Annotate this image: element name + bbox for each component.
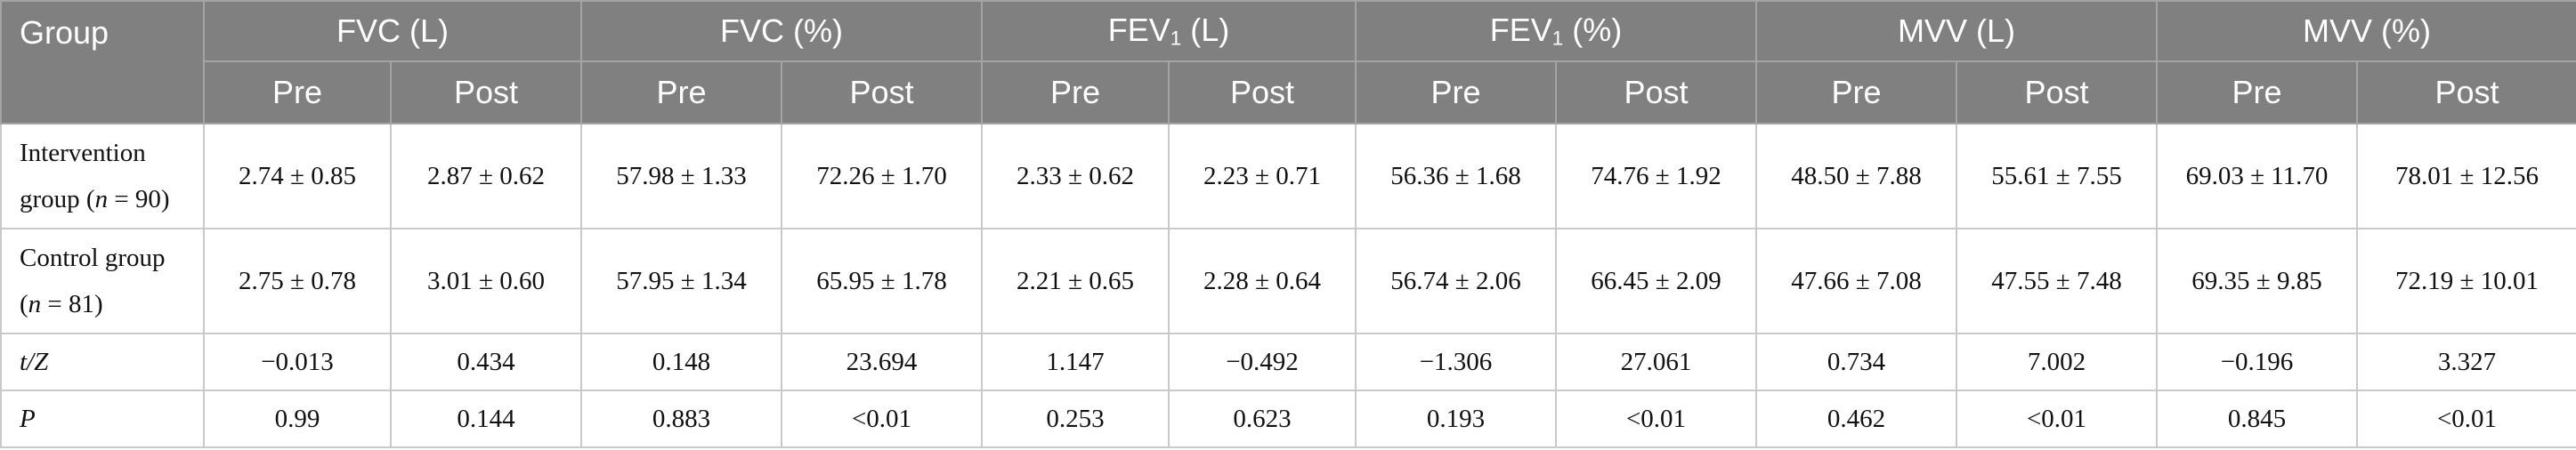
table-cell: <0.01: [2356, 390, 2576, 448]
table-cell: <0.01: [1955, 390, 2159, 448]
table-row-control: Control group (n = 81) 2.75 ± 0.78 3.01 ±…: [0, 228, 2576, 334]
measure-header-fvc-l: FVC (L): [203, 0, 582, 62]
header-row-timepoints: Pre Post Pre Post Pre Post Pre Post Pre …: [1, 60, 2576, 125]
table-cell: −1.306: [1355, 333, 1557, 391]
table-cell: 2.23 ± 0.71: [1168, 123, 1357, 229]
table-cell: 72.26 ± 1.70: [781, 123, 983, 229]
table-cell: 0.144: [390, 390, 582, 448]
post-header: Post: [1555, 60, 1757, 125]
table-cell: 0.462: [1755, 390, 1957, 448]
table-cell: 57.95 ± 1.34: [580, 228, 782, 334]
pre-header: Pre: [203, 60, 392, 125]
row-label-tz: t/Z: [0, 333, 205, 391]
post-header: Post: [781, 60, 983, 125]
table-row-intervention: Intervention group (n = 90) 2.74 ± 0.85 2…: [0, 123, 2576, 229]
table-cell: 57.98 ± 1.33: [580, 123, 782, 229]
table-row-p: P 0.99 0.144 0.883 <0.01 0.253 0.623 0.1…: [0, 390, 2576, 448]
table-cell: 2.28 ± 0.64: [1168, 228, 1357, 334]
table-cell: 66.45 ± 2.09: [1555, 228, 1757, 334]
pre-header: Pre: [981, 60, 1170, 125]
table-cell: 47.55 ± 7.48: [1955, 228, 2159, 334]
row-label-control: Control group (n = 81): [0, 228, 205, 334]
measure-header-mvv-pct: MVV (%): [2156, 0, 2576, 62]
table-cell: 0.253: [981, 390, 1170, 448]
row-label-p: P: [0, 390, 205, 448]
table-body: Intervention group (n = 90) 2.74 ± 0.85 2…: [0, 123, 2576, 448]
pre-header: Pre: [580, 60, 782, 125]
header-row-measures: Group FVC (L) FVC (%) FEV1 (L) FEV1 (%) …: [0, 0, 2576, 125]
table-cell: −0.492: [1168, 333, 1357, 391]
table-cell: 27.061: [1555, 333, 1757, 391]
table-cell: 56.36 ± 1.68: [1355, 123, 1557, 229]
pre-header: Pre: [1755, 60, 1957, 125]
table-header: Group FVC (L) FVC (%) FEV1 (L) FEV1 (%) …: [0, 0, 2576, 125]
table-cell: −0.196: [2156, 333, 2359, 391]
table-cell: −0.013: [203, 333, 392, 391]
table-cell: 55.61 ± 7.55: [1955, 123, 2159, 229]
table-cell: 23.694: [781, 333, 983, 391]
table-cell: 2.21 ± 0.65: [981, 228, 1170, 334]
measure-header-fev1-l: FEV1 (L): [981, 0, 1357, 62]
table-cell: 0.434: [390, 333, 582, 391]
table-cell: 7.002: [1955, 333, 2159, 391]
table-cell: <0.01: [781, 390, 983, 448]
pre-header: Pre: [1355, 60, 1557, 125]
table-cell: 69.35 ± 9.85: [2156, 228, 2359, 334]
table-cell: 72.19 ± 10.01: [2356, 228, 2576, 334]
table-cell: 0.148: [580, 333, 782, 391]
row-label-intervention: Intervention group (n = 90): [0, 123, 205, 229]
measure-header-fev1-pct: FEV1 (%): [1355, 0, 1757, 62]
table-cell: 2.75 ± 0.78: [203, 228, 392, 334]
table-row-tz: t/Z −0.013 0.434 0.148 23.694 1.147 −0.4…: [0, 333, 2576, 391]
post-header: Post: [1955, 60, 2159, 125]
table-cell: 3.327: [2356, 333, 2576, 391]
table-cell: 78.01 ± 12.56: [2356, 123, 2576, 229]
table-cell: 0.845: [2156, 390, 2359, 448]
table-cell: 48.50 ± 7.88: [1755, 123, 1957, 229]
group-column-header: Group: [0, 0, 205, 125]
table-cell: 3.01 ± 0.60: [390, 228, 582, 334]
table-cell: 2.87 ± 0.62: [390, 123, 582, 229]
table-cell: 0.623: [1168, 390, 1357, 448]
table-cell: <0.01: [1555, 390, 1757, 448]
table-cell: 0.883: [580, 390, 782, 448]
table-cell: 0.99: [203, 390, 392, 448]
pre-header: Pre: [2156, 60, 2359, 125]
table-cell: 0.734: [1755, 333, 1957, 391]
post-header: Post: [390, 60, 582, 125]
table-cell: 2.33 ± 0.62: [981, 123, 1170, 229]
table-cell: 56.74 ± 2.06: [1355, 228, 1557, 334]
post-header: Post: [1168, 60, 1357, 125]
table-cell: 47.66 ± 7.08: [1755, 228, 1957, 334]
table-cell: 0.193: [1355, 390, 1557, 448]
table-cell: 65.95 ± 1.78: [781, 228, 983, 334]
table-cell: 74.76 ± 1.92: [1555, 123, 1757, 229]
measure-header-mvv-l: MVV (L): [1754, 0, 2159, 62]
table-cell: 69.03 ± 11.70: [2156, 123, 2359, 229]
table-cell: 2.74 ± 0.85: [203, 123, 392, 229]
table-cell: 1.147: [981, 333, 1170, 391]
post-header: Post: [2356, 60, 2576, 125]
measure-header-fvc-pct: FVC (%): [580, 0, 983, 62]
